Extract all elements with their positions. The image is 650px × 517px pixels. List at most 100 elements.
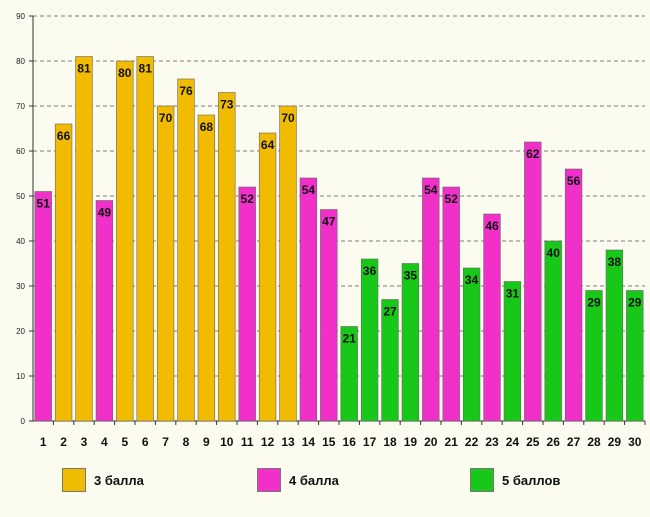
x-tick-label-7: 7 xyxy=(162,435,169,449)
data-label-30: 29 xyxy=(628,296,642,310)
bar-20 xyxy=(422,177,440,422)
y-tick-label-60: 60 xyxy=(16,147,25,156)
bar-8 xyxy=(177,78,195,422)
data-label-14: 54 xyxy=(302,183,316,197)
data-label-29: 38 xyxy=(608,255,622,269)
x-tick-label-13: 13 xyxy=(281,435,295,449)
bar-21 xyxy=(442,186,460,422)
bar-6 xyxy=(136,56,154,422)
bar-19 xyxy=(401,263,420,422)
bar-9 xyxy=(197,114,216,422)
bar-22 xyxy=(462,267,481,422)
data-label-24: 31 xyxy=(506,287,520,301)
x-tick-label-22: 22 xyxy=(465,435,479,449)
x-tick-label-3: 3 xyxy=(81,435,88,449)
x-tick-labels: 1 2 3 4 5 6 7 8 9 10 11 12 13 14 15 16 17 18 19 20 21 22 23 24 2… xyxy=(40,435,642,449)
bar-15 xyxy=(320,209,338,422)
y-tick-label-10: 10 xyxy=(16,372,25,381)
bar-2 xyxy=(54,123,73,422)
x-tick-label-14: 14 xyxy=(302,435,316,449)
data-labels: 51 66 81 49 80 81 70 76 68 73 52 64 70 54 47 21 36 27 35 54… xyxy=(37,62,642,346)
bar-12 xyxy=(258,132,277,422)
data-label-16: 21 xyxy=(343,332,357,346)
data-label-22: 34 xyxy=(465,273,479,287)
y-tick-label-30: 30 xyxy=(16,282,25,291)
bar-29 xyxy=(605,249,624,422)
legend-item-4: 4 балла xyxy=(257,468,339,492)
x-tick-label-16: 16 xyxy=(343,435,357,449)
data-label-11: 52 xyxy=(241,192,255,206)
data-label-1: 51 xyxy=(37,197,51,211)
y-tick-label-40: 40 xyxy=(16,237,25,246)
x-tick-label-5: 5 xyxy=(121,435,128,449)
y-tick-label-70: 70 xyxy=(16,102,25,111)
legend-swatch-3 xyxy=(62,468,86,492)
x-tick-label-20: 20 xyxy=(424,435,438,449)
x-tick-label-24: 24 xyxy=(506,435,520,449)
data-label-3: 81 xyxy=(77,62,91,76)
data-label-5: 80 xyxy=(118,66,132,80)
x-tick-label-6: 6 xyxy=(142,435,149,449)
data-label-21: 52 xyxy=(445,192,459,206)
bar-3 xyxy=(75,56,93,422)
bar-13 xyxy=(279,105,297,422)
legend-label-4: 4 балла xyxy=(289,472,339,488)
bar-7 xyxy=(156,105,175,422)
x-tick-label-10: 10 xyxy=(220,435,234,449)
y-tick-label-80: 80 xyxy=(16,57,25,66)
y-tick-label-20: 20 xyxy=(16,327,25,336)
y-tick-labels: 0 10 20 30 40 50 60 70 80 90 xyxy=(16,12,25,426)
bar-25 xyxy=(524,141,542,422)
x-tick-label-30: 30 xyxy=(628,435,642,449)
x-tick-label-19: 19 xyxy=(404,435,418,449)
bar-30 xyxy=(626,290,644,422)
x-tick-label-27: 27 xyxy=(567,435,581,449)
legend-item-3: 3 балла xyxy=(62,468,144,492)
data-label-20: 54 xyxy=(424,183,438,197)
bar-17 xyxy=(360,258,379,422)
bar-1 xyxy=(34,191,52,422)
legend-swatch-4 xyxy=(257,468,281,492)
legend-item-5: 5 баллов xyxy=(470,468,560,492)
data-label-19: 35 xyxy=(404,269,418,283)
bar-24 xyxy=(503,281,522,422)
x-tick-label-21: 21 xyxy=(445,435,459,449)
bars xyxy=(34,56,644,422)
bar-5 xyxy=(116,60,134,422)
x-tick-label-11: 11 xyxy=(241,435,254,449)
x-tick-label-12: 12 xyxy=(261,435,275,449)
x-tick-label-23: 23 xyxy=(485,435,499,449)
data-label-15: 47 xyxy=(322,215,336,229)
data-label-27: 56 xyxy=(567,174,581,188)
x-tick-label-25: 25 xyxy=(526,435,540,449)
data-label-9: 68 xyxy=(200,120,214,134)
bar-28 xyxy=(585,290,603,422)
y-tick-label-50: 50 xyxy=(16,192,25,201)
data-label-25: 62 xyxy=(526,147,540,161)
data-label-28: 29 xyxy=(587,296,601,310)
x-tick-label-2: 2 xyxy=(60,435,67,449)
bar-4 xyxy=(95,200,114,422)
x-tick-label-15: 15 xyxy=(322,435,336,449)
data-label-7: 70 xyxy=(159,111,173,125)
data-label-13: 70 xyxy=(281,111,295,125)
data-label-23: 46 xyxy=(485,219,499,233)
legend-swatch-5 xyxy=(470,468,494,492)
x-tick-label-9: 9 xyxy=(203,435,210,449)
x-tick-label-18: 18 xyxy=(383,435,397,449)
gridlines xyxy=(33,15,645,377)
bar-18 xyxy=(381,299,399,422)
y-tick-label-90: 90 xyxy=(16,12,25,21)
x-tick-label-1: 1 xyxy=(40,435,47,449)
x-tick-label-8: 8 xyxy=(183,435,190,449)
data-label-8: 76 xyxy=(179,84,193,98)
data-label-10: 73 xyxy=(220,98,234,112)
x-tick-label-29: 29 xyxy=(608,435,622,449)
y-tick-label-0: 0 xyxy=(21,417,26,426)
bar-14 xyxy=(299,177,318,422)
data-label-26: 40 xyxy=(547,246,561,260)
data-label-4: 49 xyxy=(98,206,112,220)
bar-10 xyxy=(218,92,236,422)
legend-label-3: 3 балла xyxy=(94,472,144,488)
